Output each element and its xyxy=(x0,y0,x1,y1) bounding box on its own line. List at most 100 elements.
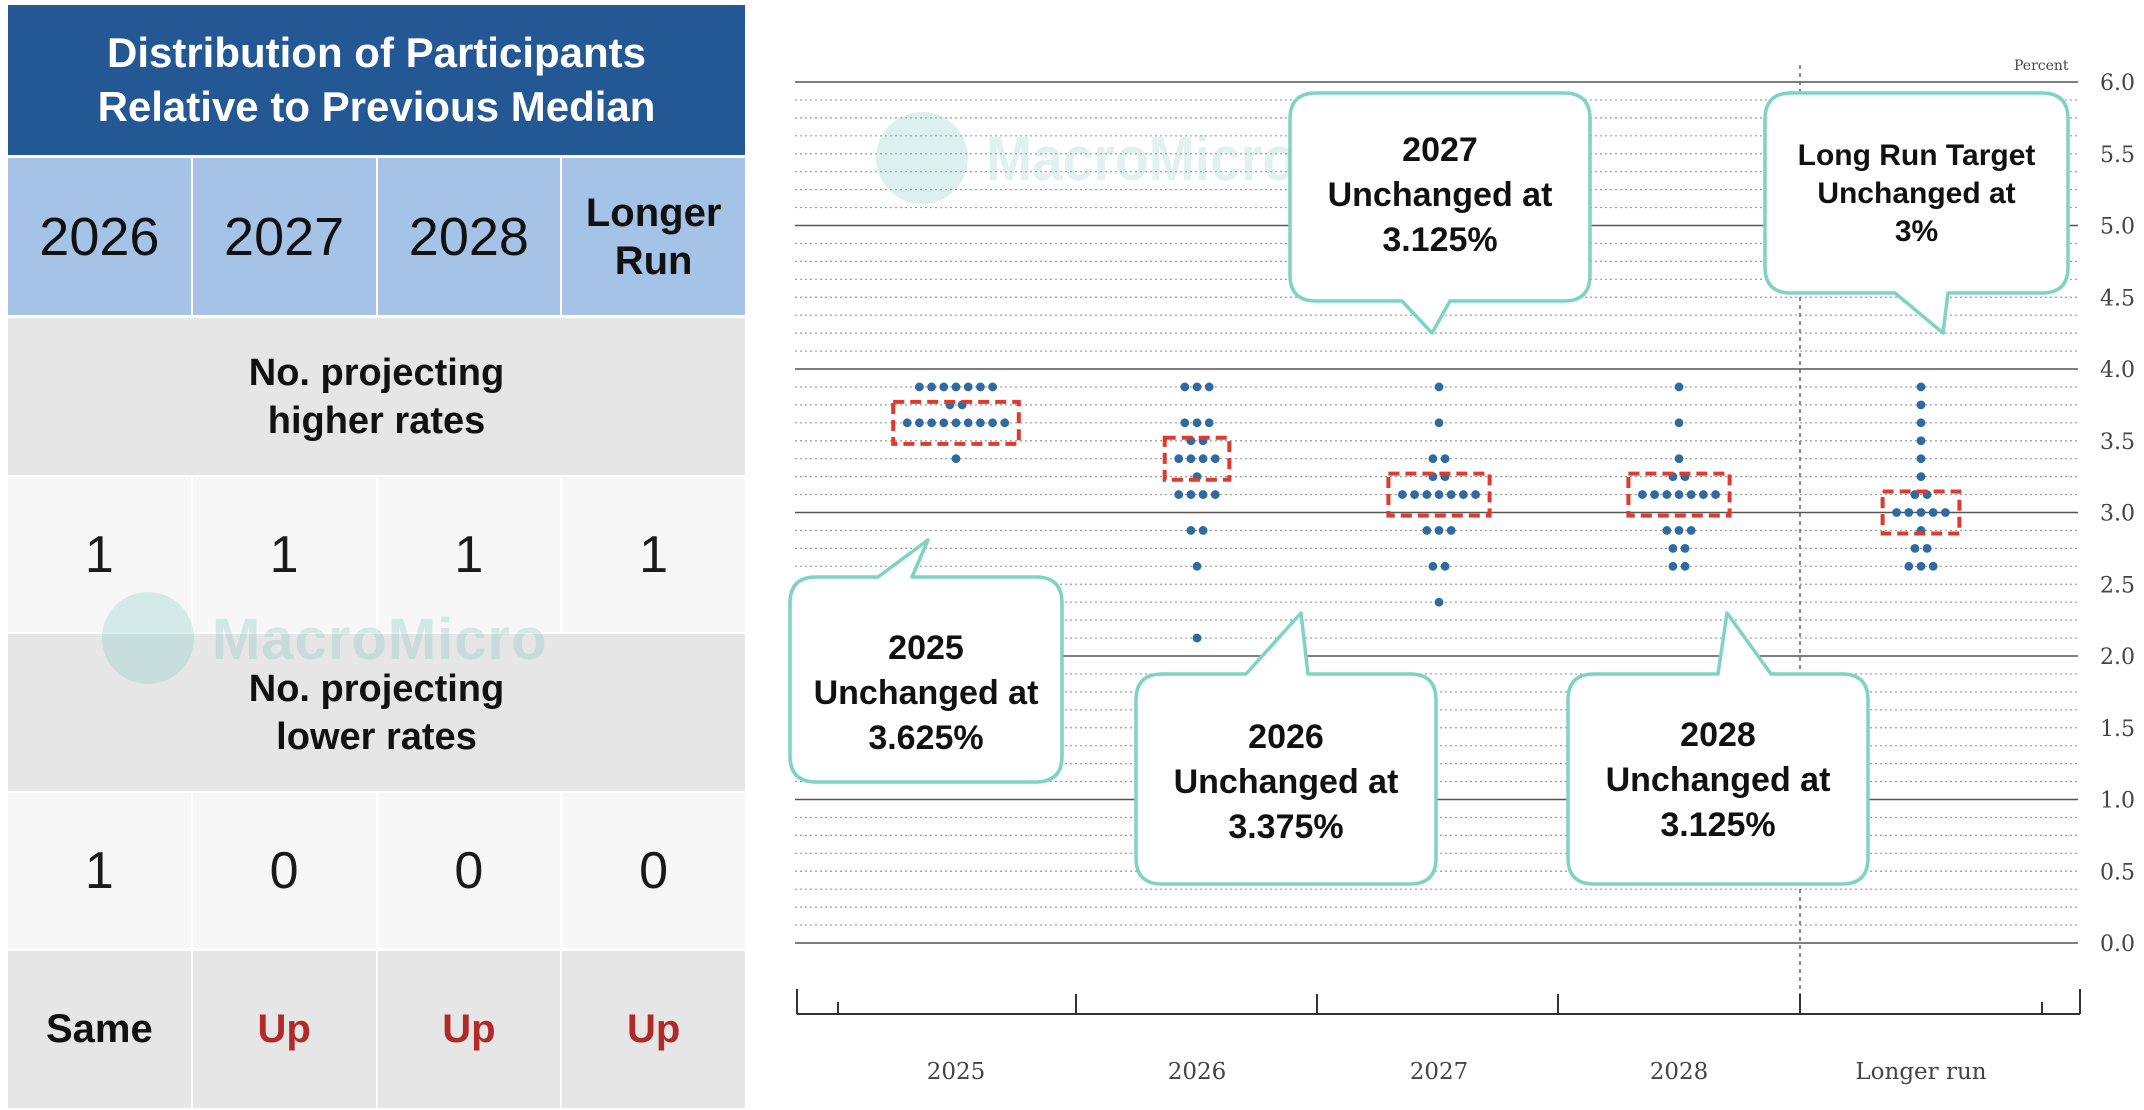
year-header-2027: 2027 xyxy=(190,158,376,315)
dot-2025 xyxy=(927,418,936,428)
dot-plot-chart: MacroMicro 0.0 0.5 1.0 1.5 2.0 2.5 3.0 3.5 4.0 4.… xyxy=(760,0,2144,1110)
higher-count-2028: 1 xyxy=(375,477,561,632)
dot-2026 xyxy=(1174,454,1184,464)
longer-run-line2: Run xyxy=(614,238,693,283)
dot-2026 xyxy=(1192,561,1202,571)
year-header-longer-run: Longer Run xyxy=(560,158,745,315)
dot-longer-run xyxy=(1916,472,1926,482)
dot-longer-run xyxy=(1892,508,1901,517)
dot-2026 xyxy=(1204,418,1214,428)
table-title: Distribution of Participants Relative to… xyxy=(8,5,745,155)
callout-2028: 2028 Unchanged at 3.125% xyxy=(1566,611,1870,886)
dot-longer-run xyxy=(1916,400,1926,410)
dot-2027 xyxy=(1434,597,1444,607)
dot-2027 xyxy=(1422,490,1432,499)
direction-2028: Up xyxy=(375,951,561,1108)
callout-2025-text-line: 3.625% xyxy=(868,719,983,757)
dot-2028 xyxy=(1668,561,1678,571)
y-unit-label: Percent xyxy=(2014,58,2069,74)
dot-2028 xyxy=(1680,543,1690,553)
dot-2028 xyxy=(1674,454,1684,464)
higher-count-longer-run: 1 xyxy=(560,477,745,632)
median-box-2025 xyxy=(891,399,1021,446)
callout-2026: 2026 Unchanged at 3.375% xyxy=(1134,611,1438,886)
callout-2026-text-line: 3.375% xyxy=(1228,808,1343,846)
dot-2026 xyxy=(1210,490,1220,499)
callout-2025-text-line: Unchanged at xyxy=(814,674,1039,712)
dot-2028 xyxy=(1686,490,1696,499)
chart-watermark-text: MacroMicro xyxy=(986,125,1296,194)
dot-2025 xyxy=(951,454,961,464)
median-box-2028 xyxy=(1626,471,1732,518)
dot-2027 xyxy=(1434,382,1444,392)
chart-watermark-logo-icon xyxy=(876,112,968,204)
dot-longer-run xyxy=(1916,454,1926,464)
y-tick-label: 2.5 xyxy=(2100,573,2135,598)
dot-longer-run xyxy=(1916,418,1926,428)
dot-2026 xyxy=(1204,382,1214,392)
callout-2025-shape xyxy=(788,538,1064,784)
dot-2027 xyxy=(1434,418,1444,428)
dot-2025 xyxy=(927,382,936,392)
callout-2027-shape xyxy=(1288,91,1592,335)
dot-2026 xyxy=(1186,454,1196,464)
x-category-label: 2025 xyxy=(927,1059,986,1085)
direction-2026: Same xyxy=(46,1007,153,1051)
dot-2027 xyxy=(1410,490,1419,499)
dot-2027 xyxy=(1440,454,1450,464)
dot-2028 xyxy=(1711,490,1720,499)
higher-label-line1: No. projecting xyxy=(248,351,505,394)
median-box-2027 xyxy=(1386,471,1492,518)
dots-layer xyxy=(902,382,1950,643)
direction-row: Same Up Up Up xyxy=(8,951,745,1108)
median-box-longer-run xyxy=(1880,489,1962,536)
higher-counts-row: 1 1 1 1 xyxy=(8,477,745,632)
dot-longer-run xyxy=(1904,561,1914,571)
dot-2026 xyxy=(1192,382,1202,392)
callout-layer: 2025 Unchanged at 3.625% 2026 Unchanged at 3.… xyxy=(788,91,2070,886)
callout-2028-text-line: Unchanged at xyxy=(1606,761,1831,799)
callout-longer-run-text-line: Unchanged at xyxy=(1817,177,2015,210)
direction-longer-run: Up xyxy=(560,951,745,1108)
participant-distribution-table: Distribution of Participants Relative to… xyxy=(0,0,750,1110)
y-tick-label: 0.0 xyxy=(2100,932,2135,957)
dot-2028 xyxy=(1662,490,1672,499)
dot-2025 xyxy=(951,418,961,428)
dot-2027 xyxy=(1428,561,1438,571)
dot-2027 xyxy=(1471,490,1480,499)
callout-2025: 2025 Unchanged at 3.625% xyxy=(788,538,1064,784)
axis-layer: 0.0 0.5 1.0 1.5 2.0 2.5 3.0 3.5 4.0 4.5 5.0 5.5 6.0 P… xyxy=(796,58,2135,1085)
dot-longer-run xyxy=(1916,382,1926,392)
year-header-2026: 2026 xyxy=(39,206,160,267)
callout-2026-shape xyxy=(1134,611,1438,886)
dot-2027 xyxy=(1422,526,1432,535)
dot-2025 xyxy=(963,382,973,392)
dot-2027 xyxy=(1428,454,1438,464)
lower-counts-row: 1 0 0 0 xyxy=(8,793,745,948)
callout-2025-text-line: 2025 xyxy=(888,629,964,667)
dot-2025 xyxy=(988,382,997,392)
y-tick-label: 3.0 xyxy=(2100,502,2135,527)
dot-longer-run xyxy=(1910,543,1920,553)
dot-2027 xyxy=(1446,490,1456,499)
dot-2025 xyxy=(1000,418,1010,428)
lower-count-longer-run: 0 xyxy=(560,793,745,948)
dot-2025 xyxy=(915,382,924,392)
dot-2025 xyxy=(976,418,985,428)
x-category-label: Longer run xyxy=(1855,1059,1986,1085)
dot-2027 xyxy=(1398,490,1407,499)
dot-2028 xyxy=(1674,490,1684,499)
table-title-line2: Relative to Previous Median xyxy=(97,83,656,130)
dot-2028 xyxy=(1674,382,1684,392)
dot-2026 xyxy=(1186,526,1196,535)
lower-count-2026: 1 xyxy=(84,841,114,900)
dot-2026 xyxy=(1198,526,1208,535)
y-tick-label: 6.0 xyxy=(2100,71,2135,96)
lower-rates-label: No. projecting lower rates xyxy=(8,634,745,791)
dot-2026 xyxy=(1192,633,1202,643)
median-layer xyxy=(891,399,1962,536)
higher-count-2026: 1 xyxy=(84,525,114,584)
x-category-label: 2026 xyxy=(1168,1059,1227,1085)
dot-2027 xyxy=(1440,561,1450,571)
callout-2027-text-line: 3.125% xyxy=(1382,221,1497,259)
